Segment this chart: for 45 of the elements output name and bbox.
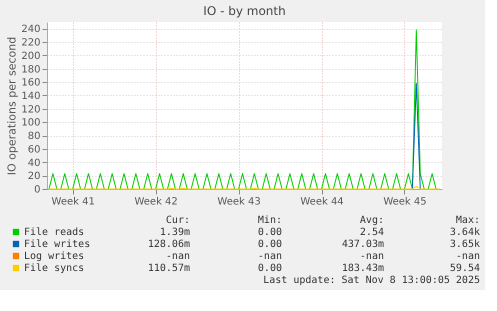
text: Avg: — [360, 215, 384, 226]
text: 0.00 — [258, 263, 282, 274]
y-tick-label: 220 — [21, 38, 40, 49]
text: 0.00 — [258, 239, 282, 250]
x-tick-label: Week 43 — [217, 196, 261, 208]
legend-label: File reads — [24, 227, 84, 238]
x-tick-label: Week 44 — [300, 196, 344, 208]
text: 0.00 — [258, 227, 282, 238]
x-tick-label: Week 45 — [383, 196, 427, 208]
y-tick-label: 60 — [28, 144, 40, 156]
text: -nan — [166, 251, 190, 262]
text: 2.54 — [360, 227, 384, 238]
x-tick-label: Week 42 — [134, 196, 178, 208]
text: 437.03m — [342, 239, 384, 250]
y-tick-label: 240 — [21, 24, 40, 36]
legend-label: File writes — [24, 239, 90, 250]
y-tick-label: 20 — [28, 171, 40, 182]
text: 183.43m — [342, 263, 384, 274]
text: 3.65k — [450, 239, 480, 250]
legend-label: File syncs — [24, 263, 84, 274]
y-tick-label: 160 — [21, 78, 40, 89]
text: Min: — [258, 215, 282, 226]
y-tick-label: 40 — [28, 158, 40, 169]
text: Cur: — [166, 215, 190, 226]
text: 59.54 — [450, 263, 480, 274]
x-tick-label: Week 41 — [52, 196, 95, 208]
y-tick-label: 80 — [28, 131, 40, 142]
y-tick-label: 120 — [21, 104, 40, 116]
legend-label: Log writes — [24, 251, 84, 262]
text: 128.06m — [148, 239, 190, 250]
text: 1.39m — [160, 227, 190, 238]
text: -nan — [258, 251, 282, 262]
y-tick-label: 0 — [34, 184, 40, 196]
y-tick-label: 100 — [21, 118, 40, 129]
text: Max: — [456, 215, 480, 226]
text: -nan — [360, 251, 384, 262]
y-axis-title: IO operations per second — [5, 36, 18, 176]
text: Last update: Sat Nov 8 13:00:05 2025 — [263, 275, 480, 286]
y-tick-label: 180 — [21, 64, 40, 76]
y-tick-label: 200 — [21, 50, 40, 62]
text: 3.64k — [450, 227, 480, 238]
text: 110.57m — [148, 263, 190, 274]
y-tick-label: 140 — [21, 90, 40, 102]
chart-title: IO - by month — [203, 4, 286, 18]
text: -nan — [456, 251, 480, 262]
